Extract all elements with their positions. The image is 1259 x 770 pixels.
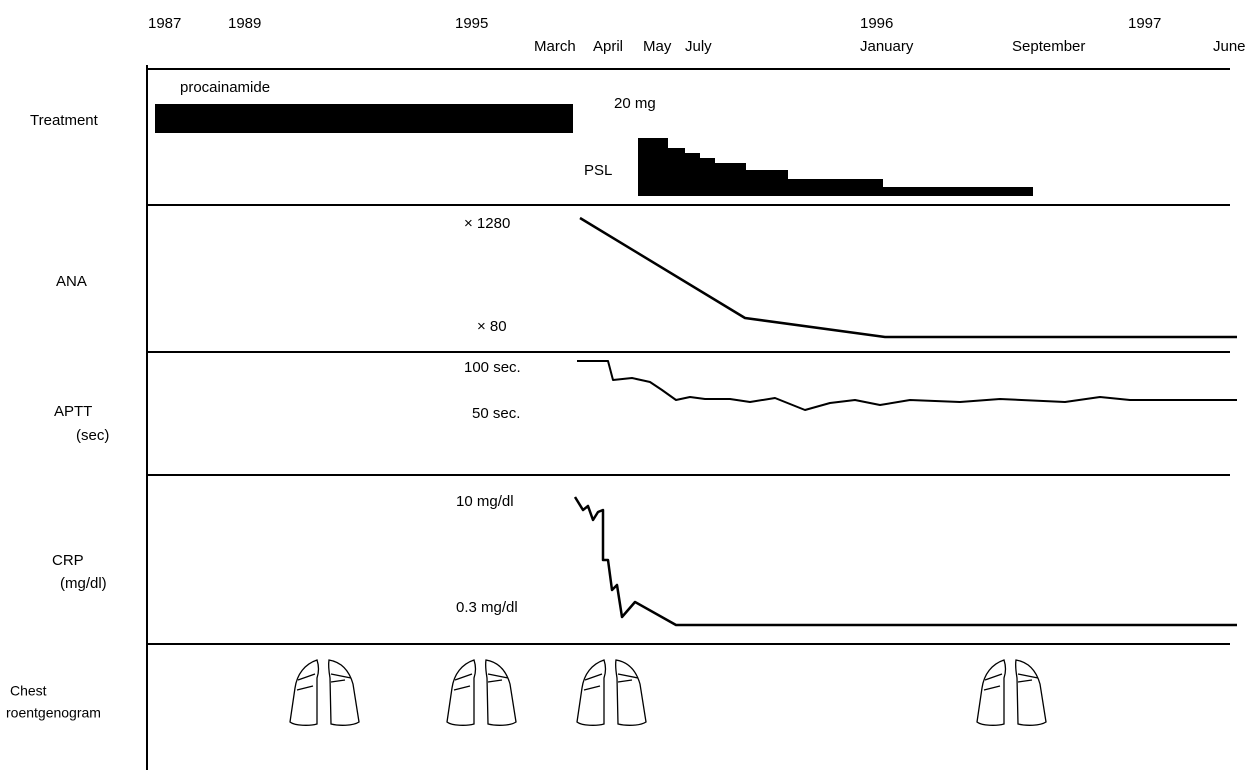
annotation: 20 mg xyxy=(614,95,656,112)
row-unit: (sec) xyxy=(76,427,109,444)
annotation: × 80 xyxy=(477,318,507,335)
year-label: 1996 xyxy=(860,15,893,32)
row-label: Treatment xyxy=(30,112,99,129)
annotation: 100 sec. xyxy=(464,359,521,376)
month-label: January xyxy=(860,38,914,55)
chest-xray xyxy=(447,660,516,725)
crp-curve xyxy=(575,497,1237,625)
ana-curve xyxy=(580,218,1237,337)
month-label: June xyxy=(1213,38,1246,55)
aptt-curve xyxy=(577,361,1237,410)
annotation: × 1280 xyxy=(464,215,510,232)
row-label: CRP xyxy=(52,552,84,569)
year-label: 1995 xyxy=(455,15,488,32)
year-label: 1989 xyxy=(228,15,261,32)
annotation: PSL xyxy=(584,162,612,179)
month-label: March xyxy=(534,38,576,55)
annotation: 10 mg/dl xyxy=(456,493,514,510)
annotation: 0.3 mg/dl xyxy=(456,599,518,616)
timeline-diagram: 1987 1989 1995 1996 1997 March April May… xyxy=(0,0,1259,770)
month-label: July xyxy=(685,38,712,55)
row-unit: (mg/dl) xyxy=(60,575,107,592)
psl-taper xyxy=(638,138,1033,196)
row-label: ANA xyxy=(56,273,87,290)
row-label: APTT xyxy=(54,403,92,420)
annotation: 50 sec. xyxy=(472,405,520,422)
year-label: 1987 xyxy=(148,15,181,32)
chest-xray xyxy=(977,660,1046,725)
month-label: September xyxy=(1012,38,1085,55)
month-label: April xyxy=(593,38,623,55)
procainamide-bar xyxy=(155,104,573,133)
row-label: Chest xyxy=(10,683,47,699)
chest-xray xyxy=(290,660,359,725)
year-label: 1997 xyxy=(1128,15,1161,32)
row-unit: roentgenogram xyxy=(6,705,101,721)
annotation: procainamide xyxy=(180,79,270,96)
month-label: May xyxy=(643,38,672,55)
chest-xray xyxy=(577,660,646,725)
